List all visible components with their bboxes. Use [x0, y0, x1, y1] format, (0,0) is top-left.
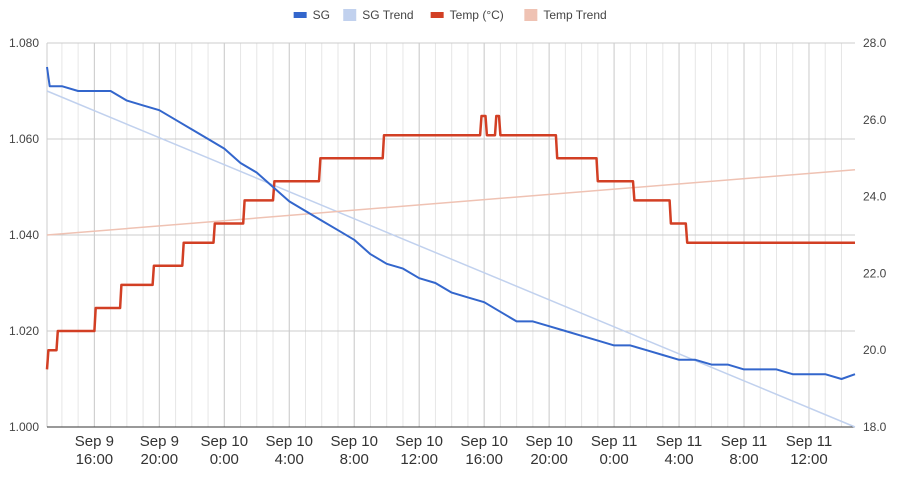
- axes: 1.000 1.020 1.040 1.060 1.080 18.0 20.0 22.0 24.…: [9, 36, 887, 468]
- legend-item-temp-c[interactable]: Temp (°C): [430, 8, 504, 22]
- y-right-tick-label: 26.0: [863, 113, 887, 127]
- series-line-sg-trend: [46, 90, 856, 428]
- y-right-tick-label: 20.0: [863, 343, 887, 357]
- x-tick-label: Sep 10 8:00: [330, 433, 378, 468]
- x-tick-label: Sep 11 12:00: [786, 433, 832, 468]
- legend-item-sg[interactable]: SG: [293, 8, 330, 22]
- series-line-temp-trend: [46, 168, 856, 236]
- y-left-tick-label: 1.040: [9, 228, 39, 242]
- legend-swatch: [343, 9, 357, 21]
- x-tick-label: Sep 11 4:00: [656, 433, 702, 468]
- series-line-temp-c: [45, 114, 855, 370]
- legend-label: SG Trend: [362, 8, 413, 22]
- x-tick-label: Sep 10 16:00: [460, 433, 508, 468]
- legend: SG SG Trend Temp (°C) Temp Trend: [293, 8, 607, 22]
- y-left-tick-label: 1.020: [9, 324, 39, 338]
- y-left-tick-label: 1.060: [9, 132, 39, 146]
- legend-item-sg-trend[interactable]: SG Trend: [343, 8, 414, 22]
- y-left-tick-label: 1.000: [9, 420, 39, 434]
- x-tick-label: Sep 11 8:00: [721, 433, 767, 468]
- y-left-tick-label: 1.080: [9, 36, 39, 50]
- series: [45, 66, 856, 428]
- y-right-tick-label: 18.0: [863, 420, 887, 434]
- x-tick-label: Sep 11 0:00: [591, 433, 637, 468]
- legend-label: Temp (°C): [450, 8, 504, 22]
- x-tick-label: Sep 10 4:00: [265, 433, 313, 468]
- series-line-sg: [46, 66, 856, 380]
- x-tick-label: Sep 10 0:00: [201, 433, 249, 468]
- legend-swatch: [293, 12, 307, 18]
- x-tick-label: Sep 10 20:00: [525, 433, 573, 468]
- legend-swatch: [430, 12, 444, 18]
- y-right-tick-label: 22.0: [863, 266, 887, 280]
- x-tick-label: Sep 10 12:00: [395, 433, 443, 468]
- legend-label: SG: [313, 8, 330, 22]
- x-tick-label: Sep 9 16:00: [75, 433, 114, 468]
- x-tick-label: Sep 9 20:00: [140, 433, 179, 468]
- grid: [46, 42, 855, 428]
- y-right-tick-label: 28.0: [863, 36, 887, 50]
- legend-swatch: [524, 9, 538, 21]
- legend-label: Temp Trend: [543, 8, 606, 22]
- legend-item-temp-trend[interactable]: Temp Trend: [524, 8, 607, 22]
- y-right-tick-label: 24.0: [863, 190, 887, 204]
